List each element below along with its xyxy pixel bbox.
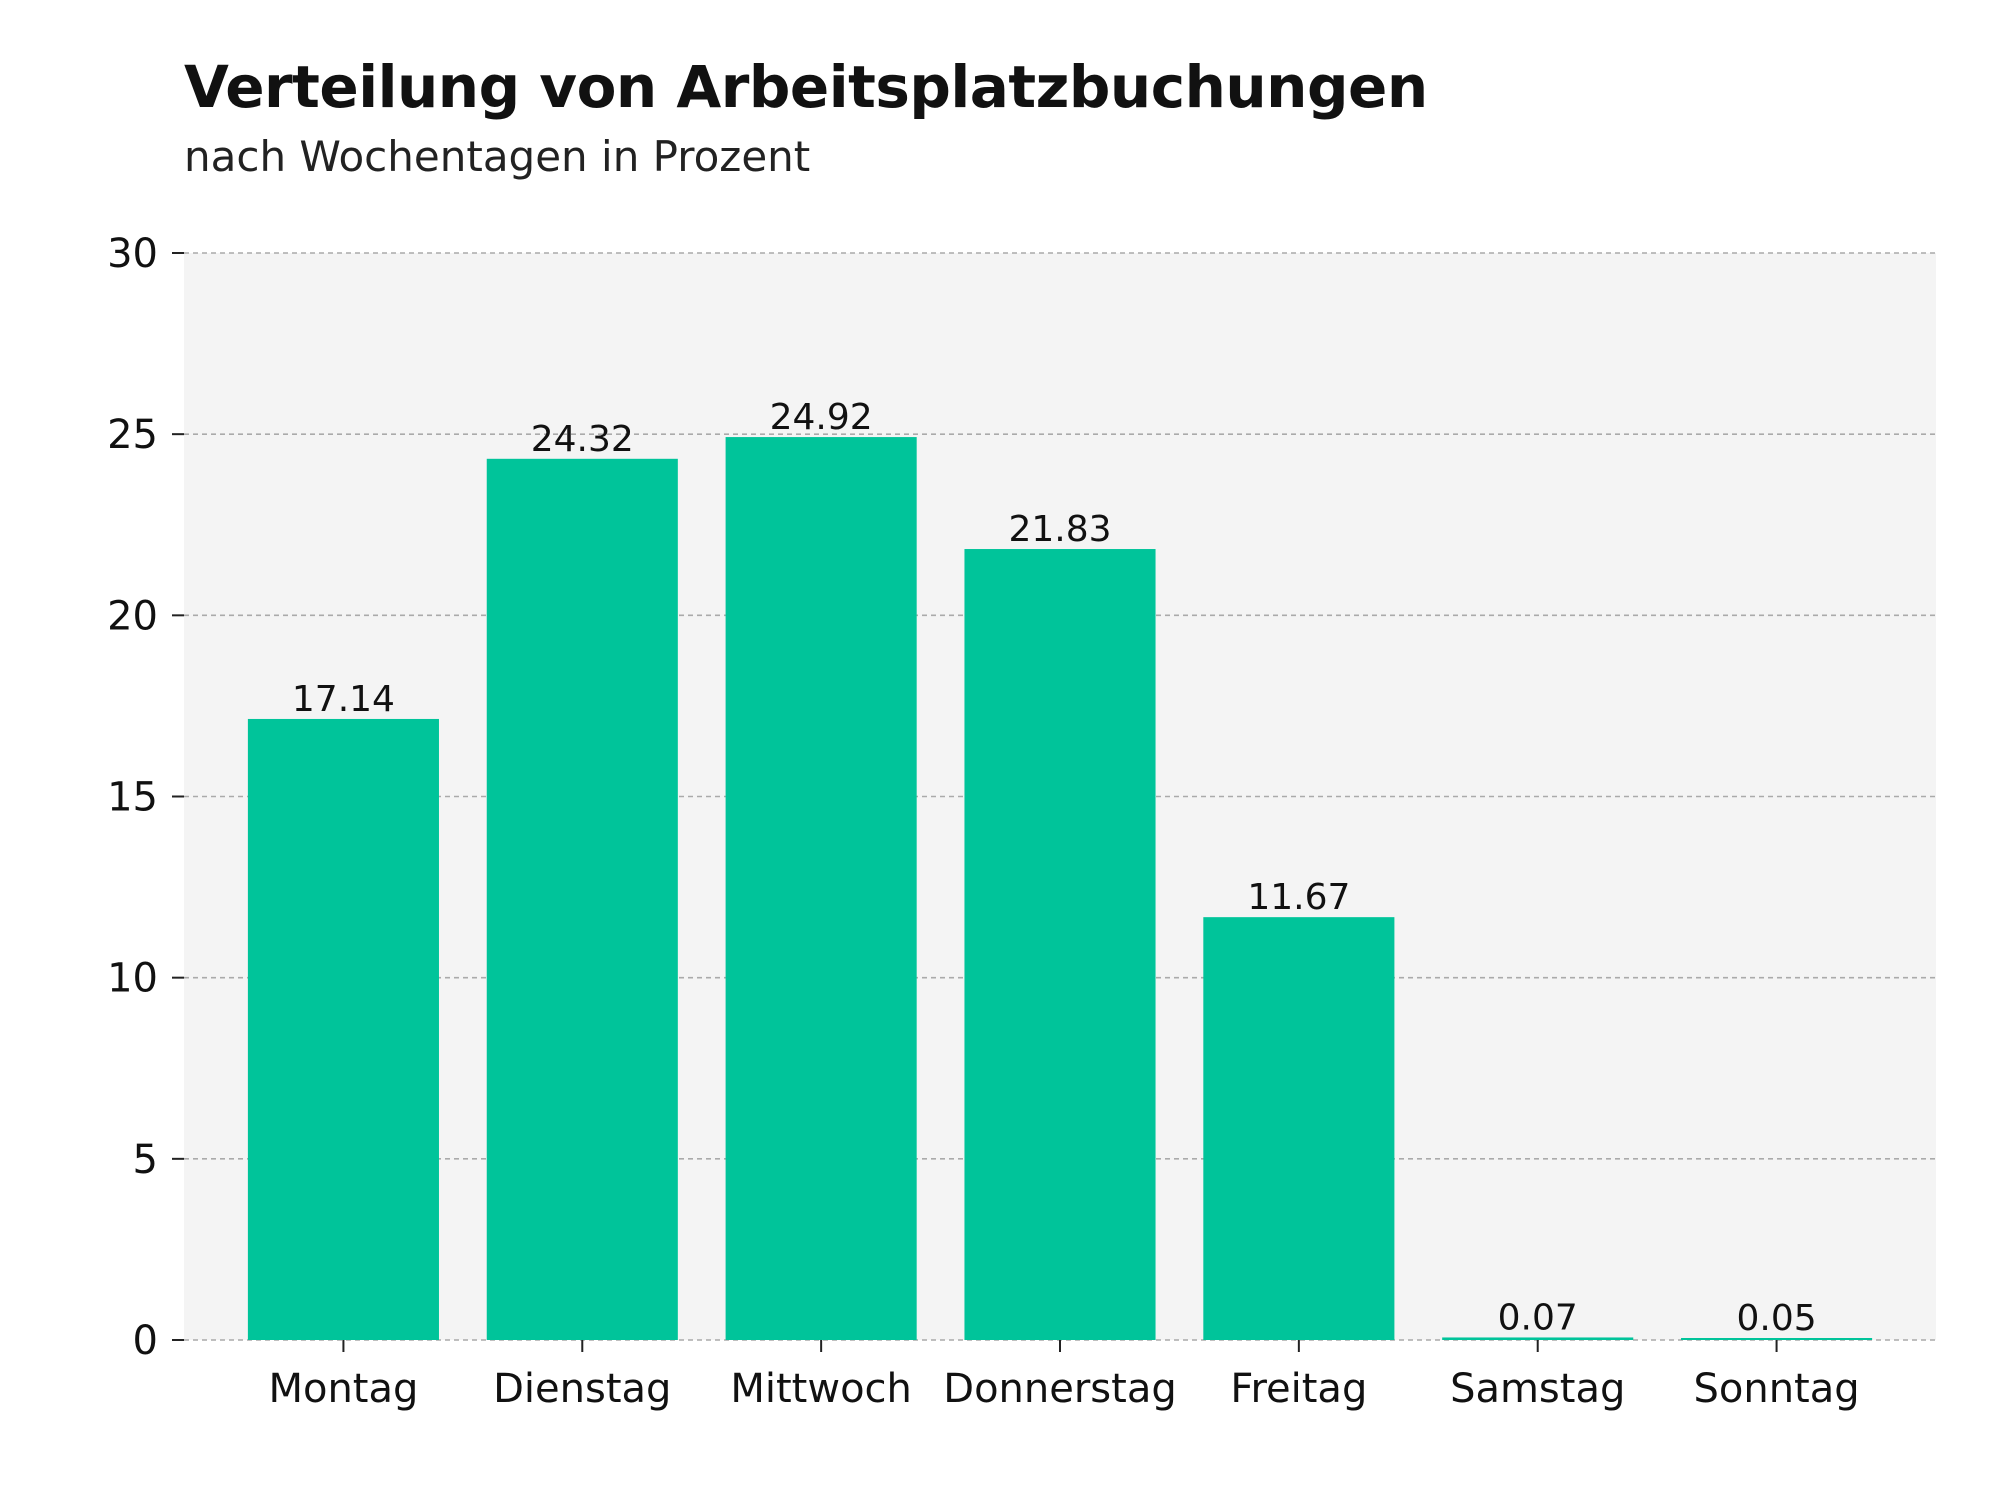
x-tick-label: Dienstag bbox=[493, 1366, 671, 1412]
x-tick-label: Mittwoch bbox=[730, 1366, 912, 1412]
y-tick-label: 0 bbox=[133, 1318, 158, 1364]
x-tick-label: Freitag bbox=[1230, 1366, 1367, 1412]
y-tick-label: 30 bbox=[107, 231, 158, 277]
x-tick-label: Sonntag bbox=[1693, 1366, 1859, 1412]
bar bbox=[1203, 917, 1395, 1340]
axes: 0 5 10 15 20 25 30 Montag Dienstag Mittwoch Donner… bbox=[107, 231, 1860, 1412]
bar bbox=[247, 718, 439, 1340]
y-tick-label: 10 bbox=[107, 956, 158, 1002]
bar-value-labels: 17.14 24.32 24.92 21.83 11.67 0.07 0.05 bbox=[292, 397, 1817, 1339]
chart-title: Verteilung von Arbeitsplatzbuchungen bbox=[184, 53, 1428, 121]
bar bbox=[1681, 1338, 1873, 1340]
y-tick-label: 15 bbox=[107, 775, 158, 821]
bar bbox=[964, 549, 1156, 1340]
bar-value-label: 17.14 bbox=[292, 679, 395, 720]
bar bbox=[1442, 1337, 1634, 1340]
x-tick-label: Montag bbox=[268, 1366, 418, 1412]
bar bbox=[725, 437, 917, 1341]
bars bbox=[247, 437, 1873, 1341]
bar bbox=[486, 458, 678, 1341]
x-tick-label: Samstag bbox=[1450, 1366, 1625, 1412]
bar-value-label: 0.05 bbox=[1736, 1298, 1816, 1339]
chart-subtitle: nach Wochentagen in Prozent bbox=[184, 132, 811, 181]
x-tick-label: Donnerstag bbox=[943, 1366, 1176, 1412]
bar-value-label: 21.83 bbox=[1008, 509, 1111, 550]
y-tick-label: 5 bbox=[133, 1137, 158, 1183]
y-tick-label: 25 bbox=[107, 412, 158, 458]
bar-value-label: 11.67 bbox=[1247, 877, 1350, 918]
bar-value-label: 24.92 bbox=[770, 397, 873, 438]
y-tick-label: 20 bbox=[107, 593, 158, 639]
bar-value-label: 0.07 bbox=[1498, 1297, 1578, 1338]
bar-value-label: 24.32 bbox=[531, 419, 634, 460]
